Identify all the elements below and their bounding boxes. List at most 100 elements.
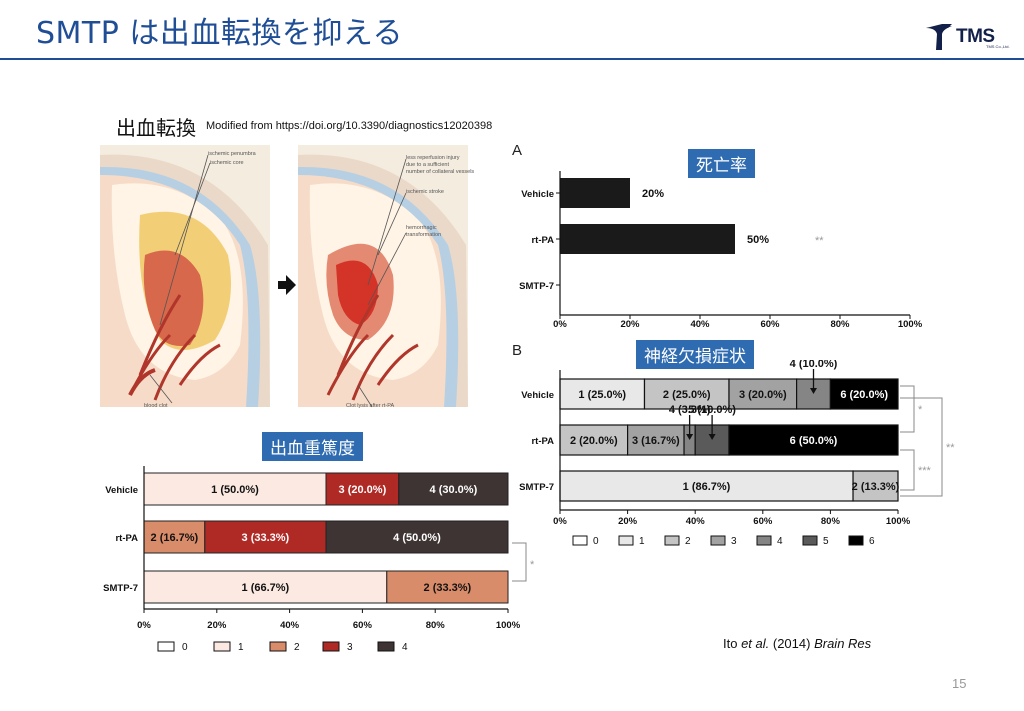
source-citation: Modified from https://doi.org/10.3390/di… — [206, 120, 493, 132]
label-hemorrhagic: hemorrhagic — [406, 225, 437, 231]
legend-label: 0 — [593, 536, 599, 547]
segment-label: 2 (33.3%) — [424, 582, 472, 594]
x-tick-label: 40% — [686, 516, 706, 527]
tms-logo-icon — [926, 24, 952, 50]
category-label: rt-PA — [531, 436, 554, 447]
bar-segment — [694, 424, 730, 456]
legend-swatch — [322, 641, 340, 652]
bar-segment — [204, 520, 327, 554]
x-tick-label: 0% — [553, 319, 567, 330]
x-tick-label: 80% — [830, 319, 850, 330]
legend-label: 1 — [238, 642, 244, 653]
legend-label: 6 — [869, 536, 875, 547]
category-label: Vehicle — [521, 390, 554, 401]
panel-letter-b: B — [512, 342, 523, 359]
legend-label: 0 — [182, 642, 188, 653]
segment-label: 3 (16.7%) — [632, 435, 680, 447]
bracket-rtpa-smtp — [512, 542, 527, 582]
bar-segment — [325, 520, 509, 554]
citation-etal: et al. — [741, 636, 770, 651]
callout-arrow-icon — [708, 434, 716, 440]
segment-label: 1 (25.0%) — [578, 389, 626, 401]
legend-swatch — [377, 641, 395, 652]
bar — [560, 178, 630, 208]
category-label: Vehicle — [521, 189, 554, 200]
page-number: 15 — [952, 676, 967, 691]
bar-segment — [398, 472, 509, 506]
segment-label: 3 (33.3%) — [242, 532, 290, 544]
label-sufficient: due to a sufficient — [406, 162, 449, 168]
bracket-vehicle-smtp — [900, 397, 943, 497]
x-tick-label: 60% — [760, 319, 780, 330]
segment-label: 2 (20.0%) — [570, 435, 618, 447]
segment-label: 1 (66.7%) — [242, 582, 290, 594]
callout-arrow-icon — [810, 388, 817, 394]
segment-callout-label: 4 (3.3%) — [669, 404, 711, 416]
segment-label: 1 (86.7%) — [683, 481, 731, 493]
x-tick-label: 40% — [690, 319, 710, 330]
logo-subtext: TMS Co.,Ltd. — [986, 44, 1010, 49]
x-tick-label: 60% — [753, 516, 773, 527]
legend-label: 3 — [347, 642, 353, 653]
neurological-deficit-chart: Vehicle 1 (25.0%) 2 (25.0%) 3 (20.0%) 4 (10.… — [519, 360, 955, 547]
title-underline — [0, 58, 1024, 60]
significance-mark: * — [918, 404, 923, 416]
label-less-reperfusion: less reperfusion injury — [406, 155, 460, 161]
bar-segment — [325, 472, 400, 506]
logo-text: TMS — [956, 26, 995, 47]
bar-segment — [143, 472, 327, 506]
segment-label: 2 (13.3%) — [852, 481, 900, 493]
right-arrow-icon — [278, 275, 296, 295]
bracket-rtpa-smtp — [900, 449, 915, 491]
legend-label: 2 — [294, 642, 300, 653]
segment-label: 4 (30.0%) — [430, 484, 478, 496]
legend-swatch — [618, 535, 634, 546]
citation-journal: Brain Res — [814, 636, 872, 651]
significance-mark: ** — [946, 442, 955, 454]
legend-swatch — [848, 535, 864, 546]
x-tick-label: 100% — [496, 620, 521, 631]
legend-swatch — [213, 641, 231, 652]
legend-label: 2 — [685, 536, 691, 547]
segment-label: 4 (50.0%) — [393, 532, 441, 544]
citation: Ito et al. (2014) Brain Res — [723, 636, 871, 651]
legend-swatch — [664, 535, 680, 546]
legend-swatch — [572, 535, 588, 546]
x-tick-label: 20% — [620, 319, 640, 330]
category-label: Vehicle — [105, 485, 138, 496]
segment-label: 6 (50.0%) — [790, 435, 838, 447]
panel-letter-a: A — [512, 142, 523, 159]
brain-before-treatment: ischemic penumbra ischemic core blood cl… — [100, 145, 270, 409]
x-tick-label: 80% — [821, 516, 841, 527]
legend-label: 3 — [731, 536, 737, 547]
x-tick-label: 0% — [137, 620, 151, 631]
x-tick-label: 0% — [553, 516, 567, 527]
bar-segment — [626, 424, 685, 456]
tag-neurological-deficit: 神経欠損症状 — [636, 340, 754, 369]
legend-label: 1 — [639, 536, 645, 547]
mortality-chart: Vehicle 20% rt-PA 50% SMTP-7 ** 0% 20% 40% 60% 80%… — [519, 171, 923, 330]
x-tick-label: 80% — [426, 620, 446, 631]
bar-segment — [728, 378, 798, 410]
brain-after-rtpa: less reperfusion injury due to a suffici… — [298, 145, 474, 409]
x-tick-label: 60% — [353, 620, 373, 631]
x-tick-label: 20% — [618, 516, 638, 527]
bar-segment — [728, 424, 899, 456]
label-transformation: transformation — [406, 232, 441, 238]
significance-mark: *** — [918, 465, 932, 477]
data-label: 20% — [642, 188, 664, 200]
legend-label: 4 — [402, 642, 408, 653]
category-label: SMTP-7 — [103, 583, 138, 594]
bracket-vehicle-rtpa — [900, 385, 915, 433]
x-tick-label: 100% — [898, 319, 923, 330]
tag-mortality: 死亡率 — [688, 149, 755, 178]
legend-swatch — [710, 535, 726, 546]
segment-label: 2 (25.0%) — [663, 389, 711, 401]
label-ischemic-penumbra: ischemic penumbra — [208, 151, 257, 157]
label-collateral: number of collateral vessels — [406, 169, 474, 175]
label-ischemic-stroke: ischemic stroke — [406, 189, 444, 195]
bar-segment — [386, 570, 509, 604]
callout-arrow-icon — [686, 434, 694, 440]
bar-segment — [852, 470, 899, 502]
segment-label: 3 (20.0%) — [339, 484, 387, 496]
